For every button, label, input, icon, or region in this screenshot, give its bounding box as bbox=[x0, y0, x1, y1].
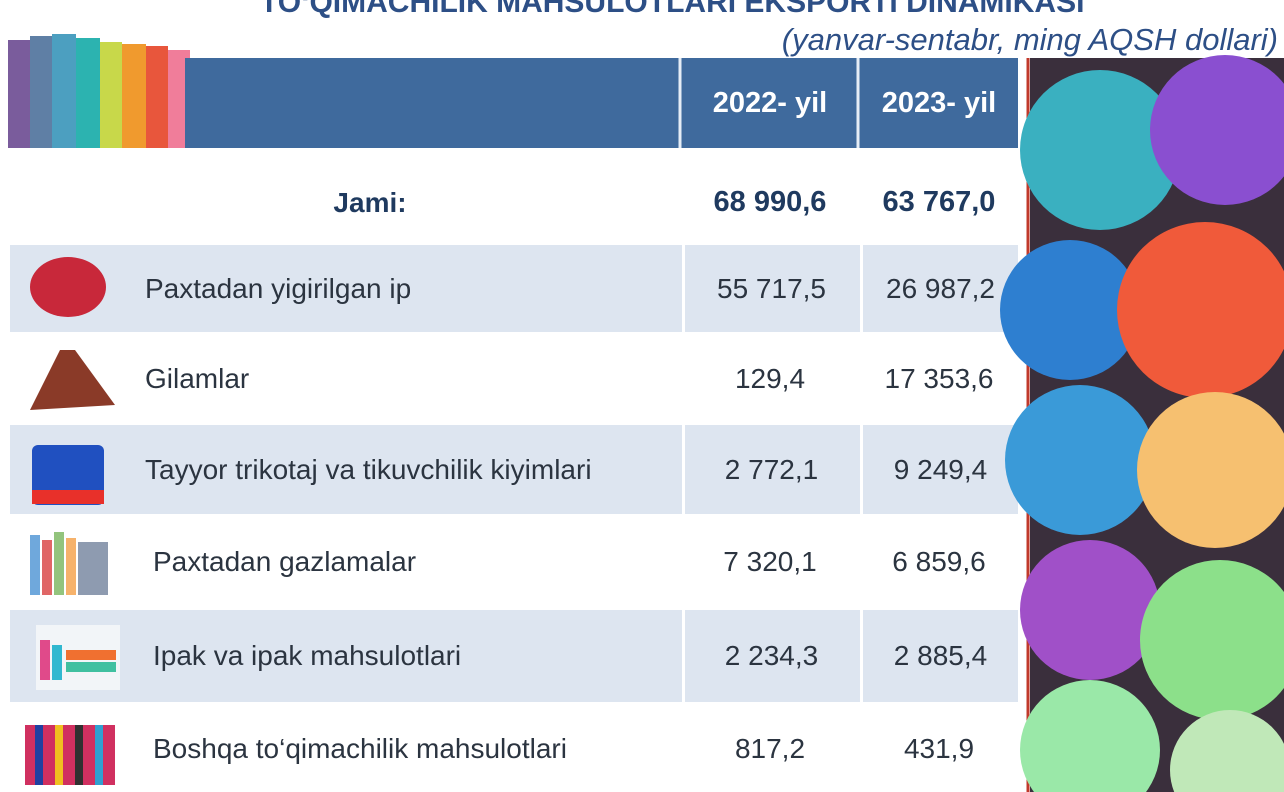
fabric-rolls bbox=[1000, 55, 1284, 792]
row-value: 55 717,5 bbox=[682, 245, 858, 332]
row-value: 26 987,2 bbox=[860, 245, 1018, 332]
subtitle: (yanvar-sentabr, ming AQSH dollari) bbox=[781, 22, 1278, 57]
row-value: 2 772,1 bbox=[682, 425, 858, 514]
row-icons bbox=[25, 257, 120, 785]
total-value: 68 990,6 bbox=[713, 186, 827, 218]
row-value: 6 859,6 bbox=[892, 546, 986, 577]
column-header: 2023- yil bbox=[881, 86, 997, 119]
row-label: Gilamlar bbox=[145, 362, 250, 394]
fabric-stripes bbox=[8, 34, 190, 148]
row-value: 129,4 bbox=[734, 362, 806, 394]
total-value: 63 767,0 bbox=[882, 186, 996, 218]
total-label: Jami: bbox=[333, 186, 407, 218]
row-value: 817,2 bbox=[734, 732, 806, 764]
row-label: Ipak va ipak mahsulotlari bbox=[153, 640, 462, 671]
row-label: Paxtadan gazlamalar bbox=[153, 546, 417, 577]
row-label: Paxtadan yigirilgan ip bbox=[145, 272, 412, 304]
row-value: 2 885,4 bbox=[860, 610, 1018, 702]
row-value: 431,9 bbox=[903, 732, 975, 764]
column-header: 2022- yil bbox=[712, 86, 828, 119]
row-value: 17 353,6 bbox=[884, 362, 994, 394]
title: TO‘QIMACHILIK MAHSULOTLARI EKSPORTI DINA… bbox=[260, 0, 1085, 19]
header-bar bbox=[185, 58, 1018, 148]
row-value: 2 234,3 bbox=[682, 610, 858, 702]
row-value: 9 249,4 bbox=[860, 425, 1018, 514]
row-label: Tayyor trikotaj va tikuvchilik kiyimlari bbox=[145, 453, 592, 485]
row-label: Boshqa to‘qimachilik mahsulotlari bbox=[153, 732, 567, 764]
row-value: 7 320,1 bbox=[723, 546, 817, 577]
